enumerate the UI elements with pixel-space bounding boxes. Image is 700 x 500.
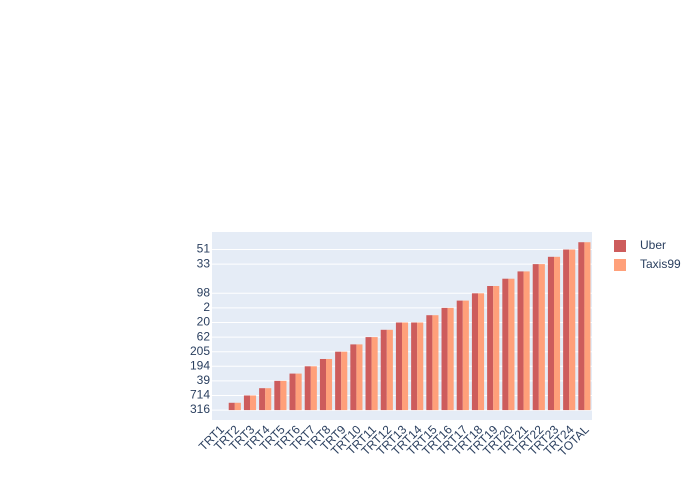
bar [335,351,342,411]
bar [493,286,500,411]
bar [356,344,363,411]
bar [417,322,424,411]
legend-label: Taxis99 [640,257,681,271]
y-tick-label: 33 [197,256,211,270]
bar [471,293,478,411]
y-tick-label: 51 [197,242,211,256]
bar [569,249,576,411]
y-tick-label: 714 [190,388,210,402]
bar [295,373,302,411]
bar [447,307,454,411]
y-tick-label: 2 [203,300,210,314]
bar [395,322,402,411]
y-tick-label: 62 [197,329,211,343]
bar [310,366,317,411]
bar [547,256,554,411]
bar [441,307,448,411]
y-tick-label: 205 [190,344,210,358]
bar [517,271,524,411]
bar [265,388,272,411]
y-tick-label: 20 [197,315,211,329]
bar [341,351,348,411]
y-tick-label: 316 [190,402,210,416]
bar [487,286,494,411]
bar [508,278,515,411]
bar [326,358,333,411]
bar [350,344,357,411]
legend-label: Uber [640,238,666,252]
bar [259,388,266,411]
bar [365,337,372,411]
bar [578,242,585,411]
bar [554,256,561,411]
bar [563,249,570,411]
bar [411,322,418,411]
bar [386,329,393,411]
legend-swatch [614,259,626,271]
bar [426,315,433,411]
bar [538,264,545,411]
y-tick-label: 194 [190,358,210,372]
bar [250,395,257,411]
bar [532,264,539,411]
bar [280,380,287,411]
bar [584,242,591,411]
bar [274,380,281,411]
bar [243,395,250,411]
y-tick-label: 98 [197,285,211,299]
bar [304,366,311,411]
bar [371,337,378,411]
bar [478,293,485,411]
bar [523,271,530,411]
bar [319,358,326,411]
bar [456,300,463,411]
bar [228,402,235,411]
bar [234,402,241,411]
bar [380,329,387,411]
legend-swatch [614,240,626,252]
bar [462,300,469,411]
y-tick-label: 39 [197,373,211,387]
bar [289,373,296,411]
bar [402,322,409,411]
bar [432,315,439,411]
bar [502,278,509,411]
